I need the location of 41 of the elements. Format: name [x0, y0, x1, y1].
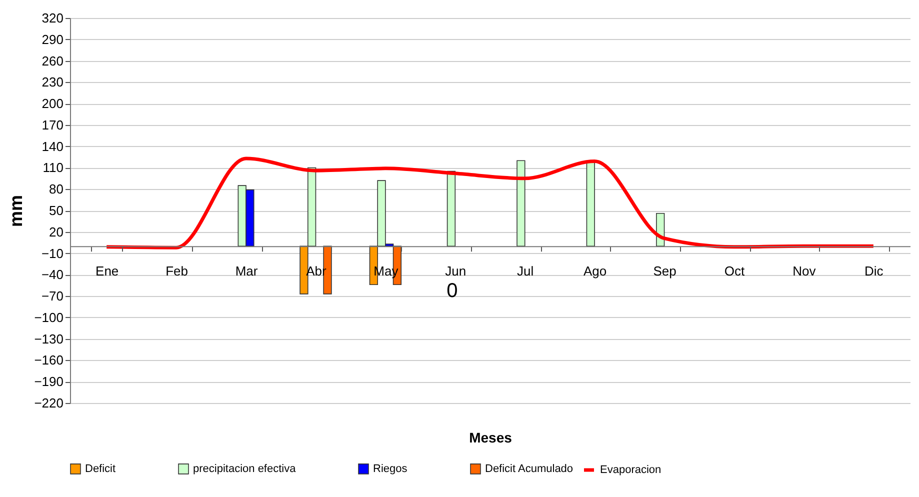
x-axis-title: Meses	[469, 430, 512, 446]
legend-label: Evaporacion	[600, 464, 662, 476]
bar	[586, 162, 595, 247]
x-tick-label: Feb	[166, 264, 188, 279]
y-tick-label: 320	[42, 10, 64, 26]
annotation: 0	[446, 280, 458, 302]
x-tick-label: Sep	[653, 264, 676, 279]
y-tick-label: 200	[42, 96, 64, 112]
y-tick-label: 260	[42, 53, 64, 68]
y-tick-label: −160	[34, 352, 64, 368]
y-tick-label: −130	[34, 331, 64, 346]
legend-label: Deficit Acumulado	[485, 462, 574, 475]
y-tick-label: −70	[41, 288, 64, 304]
x-tick-label: Nov	[792, 264, 816, 279]
y-tick-label: 50	[49, 203, 64, 218]
y-tick-label: −10	[41, 246, 64, 261]
y-tick-label: −40	[41, 267, 64, 282]
y-tick-label: −220	[34, 396, 64, 410]
y-tick-label: 170	[42, 117, 64, 132]
x-tick-label: Dic	[864, 264, 884, 279]
bar	[446, 170, 456, 247]
y-tick-label: 290	[42, 32, 64, 47]
y-tick-label: 140	[42, 138, 64, 154]
y-tick-label: −190	[34, 374, 64, 390]
legend-label: precipitacion efectiva	[193, 462, 297, 475]
y-axis-title: mm	[6, 194, 26, 228]
x-tick-label: Jun	[445, 264, 466, 279]
x-tick-label: Ago	[583, 264, 607, 279]
line-series	[104, 156, 876, 250]
x-tick-label: Jul	[517, 264, 534, 279]
x-tick-label: Ene	[96, 264, 119, 279]
y-tick-label: −100	[34, 310, 64, 325]
x-tick-label: Mar	[235, 264, 258, 279]
y-tick-label: 230	[42, 74, 64, 90]
y-tick-label: 110	[42, 160, 64, 176]
bar	[516, 160, 526, 247]
y-tick-label: 20	[49, 224, 64, 240]
y-tick-label: 80	[49, 182, 64, 197]
legend-label: Riegos	[373, 462, 408, 475]
x-tick-label: Oct	[724, 264, 745, 279]
legend-label: Deficit	[85, 462, 116, 475]
